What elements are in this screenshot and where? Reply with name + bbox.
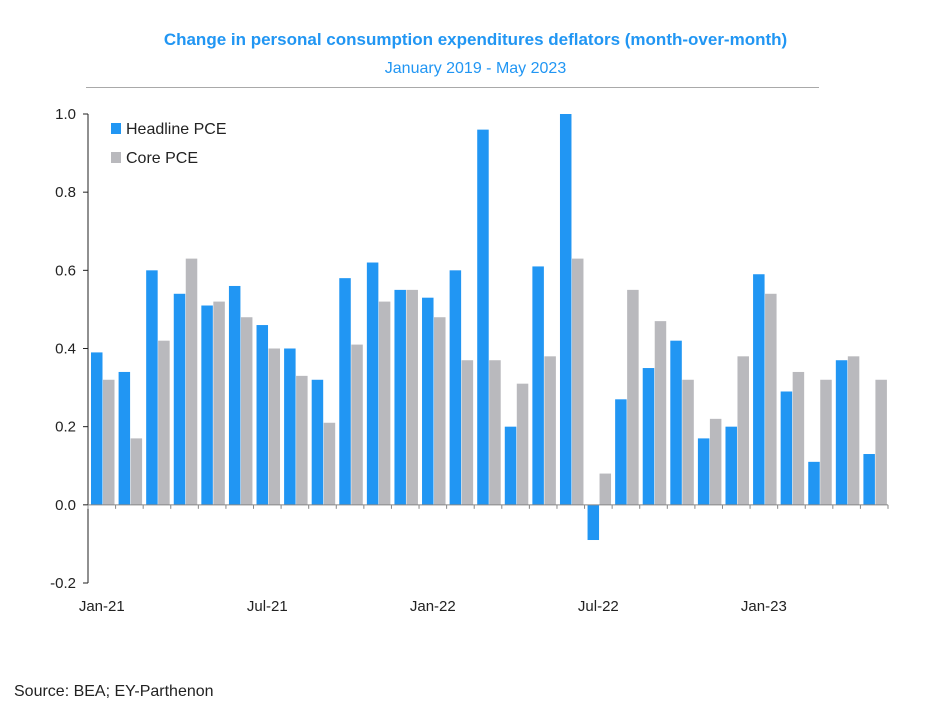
headline-bar-dec-21 — [394, 289, 406, 505]
headline-bar-jan-23 — [753, 274, 765, 505]
headline-bar-may-21 — [201, 305, 213, 505]
headline-bar-sep-22 — [642, 368, 655, 505]
core-bar-sep-22 — [654, 321, 667, 505]
bars-group — [91, 114, 887, 541]
headline-bar-mar-22 — [477, 129, 489, 505]
headline-bar-may-22 — [532, 266, 544, 505]
core-bar-dec-22 — [737, 356, 749, 505]
core-legend-swatch — [111, 152, 121, 163]
headline-bar-dec-22 — [725, 426, 737, 505]
headline-bar-sep-21 — [311, 379, 324, 505]
y-tick-label: 0.0 — [55, 497, 76, 514]
headline-bar-feb-21 — [118, 371, 131, 505]
core-bar-oct-21 — [351, 344, 363, 505]
headline-bar-feb-23 — [780, 391, 793, 505]
core-bar-feb-21 — [130, 438, 143, 505]
core-bar-jun-21 — [240, 317, 253, 505]
core-bar-oct-22 — [682, 379, 694, 505]
core-legend-label: Core PCE — [126, 150, 198, 167]
x-tick-label: Jan-22 — [410, 598, 456, 615]
title-divider — [86, 87, 819, 88]
core-bar-mar-21 — [158, 340, 170, 505]
headline-bar-mar-23 — [808, 461, 820, 505]
headline-bar-mar-21 — [146, 270, 158, 505]
core-bar-jan-22 — [434, 317, 446, 505]
headline-legend-swatch — [111, 123, 121, 134]
source-note: Source: BEA; EY-Parthenon — [14, 683, 214, 700]
core-bar-jan-23 — [765, 293, 777, 505]
headline-bar-aug-21 — [284, 348, 296, 505]
x-tick-label: Jul-22 — [578, 598, 619, 615]
headline-bar-apr-21 — [173, 293, 186, 505]
y-tick-label: 0.2 — [55, 419, 76, 436]
core-bar-aug-22 — [627, 289, 639, 505]
core-bar-nov-22 — [709, 418, 722, 505]
core-bar-apr-21 — [185, 258, 198, 505]
y-tick-label: 0.8 — [55, 184, 76, 201]
core-bar-apr-23 — [847, 356, 860, 505]
core-bar-jul-21 — [268, 348, 281, 505]
headline-bar-apr-23 — [835, 360, 848, 505]
core-bar-may-22 — [544, 356, 556, 505]
core-bar-feb-22 — [461, 360, 474, 505]
headline-bar-jul-21 — [256, 325, 269, 505]
core-bar-apr-22 — [516, 383, 529, 505]
headline-bar-apr-22 — [504, 426, 517, 505]
core-bar-mar-23 — [820, 379, 832, 505]
core-bar-feb-23 — [792, 371, 805, 505]
core-bar-nov-21 — [378, 301, 391, 505]
core-bar-jan-21 — [103, 379, 115, 505]
core-bar-may-21 — [213, 301, 225, 505]
y-tick-label: -0.2 — [50, 575, 76, 592]
headline-bar-jan-22 — [422, 297, 434, 505]
x-tick-label: Jan-23 — [741, 598, 787, 615]
headline-bar-may-23 — [863, 454, 875, 505]
y-tick-label: 0.4 — [55, 341, 76, 358]
y-tick-label: 0.6 — [55, 262, 76, 279]
headline-bar-aug-22 — [615, 399, 627, 505]
headline-legend-label: Headline PCE — [126, 121, 227, 138]
core-bar-jun-22 — [571, 258, 584, 505]
y-tick-label: 1.0 — [55, 106, 76, 123]
core-bar-may-23 — [875, 379, 887, 505]
chart-title: Change in personal consumption expenditu… — [163, 30, 788, 49]
headline-bar-oct-22 — [670, 340, 682, 505]
core-bar-sep-21 — [323, 422, 336, 505]
core-bar-mar-22 — [489, 360, 501, 505]
legend: Headline PCE Core PCE — [111, 121, 227, 167]
core-bar-aug-21 — [296, 375, 308, 505]
headline-bar-jun-21 — [228, 285, 241, 505]
headline-bar-jan-21 — [91, 352, 103, 505]
headline-bar-nov-22 — [697, 438, 710, 505]
headline-bar-jul-22 — [587, 504, 600, 541]
core-bar-dec-21 — [406, 289, 418, 505]
x-tick-label: Jul-21 — [247, 598, 288, 615]
headline-bar-nov-21 — [366, 262, 379, 505]
headline-bar-oct-21 — [339, 278, 351, 505]
chart-subtitle: January 2019 - May 2023 — [384, 60, 567, 77]
core-bar-jul-22 — [599, 473, 612, 505]
headline-bar-jun-22 — [559, 114, 572, 505]
x-tick-label: Jan-21 — [79, 598, 125, 615]
headline-bar-feb-22 — [449, 270, 462, 505]
